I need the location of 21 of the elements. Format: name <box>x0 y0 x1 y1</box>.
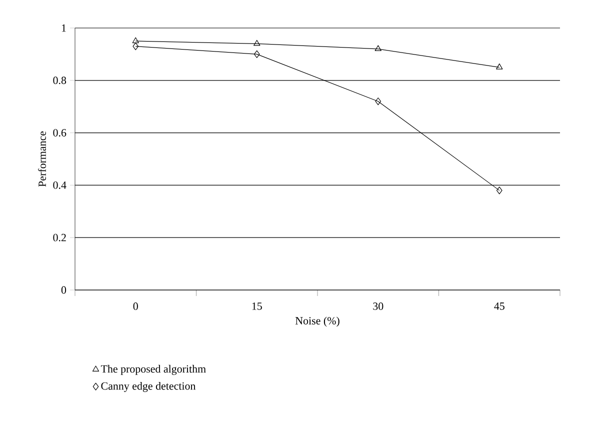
y-tick-label: 0.6 <box>53 129 66 137</box>
point <box>254 40 260 46</box>
point <box>496 64 503 70</box>
y-tick-label: 0.8 <box>53 76 66 84</box>
point <box>496 186 502 194</box>
x-tick-label: 45 <box>494 302 504 310</box>
point <box>132 37 139 44</box>
x-tick-label: 15 <box>252 302 262 310</box>
y-tick-label: 0 <box>61 286 66 294</box>
point <box>374 45 382 51</box>
point <box>254 50 260 58</box>
legend-label: The proposed algorithm <box>100 364 206 375</box>
y-tick-label: 0.4 <box>53 181 66 189</box>
x-tick-label: 0 <box>133 302 138 310</box>
point <box>375 98 382 106</box>
y-axis-title: Performance <box>38 131 46 187</box>
x-tick-label: 30 <box>373 302 384 310</box>
legend-label: Canny edge detection <box>101 382 196 392</box>
y-tick-label: 0.2 <box>53 234 66 242</box>
x-axis-title: Noise (%) <box>295 316 340 327</box>
y-tick-label: 1 <box>62 24 66 32</box>
